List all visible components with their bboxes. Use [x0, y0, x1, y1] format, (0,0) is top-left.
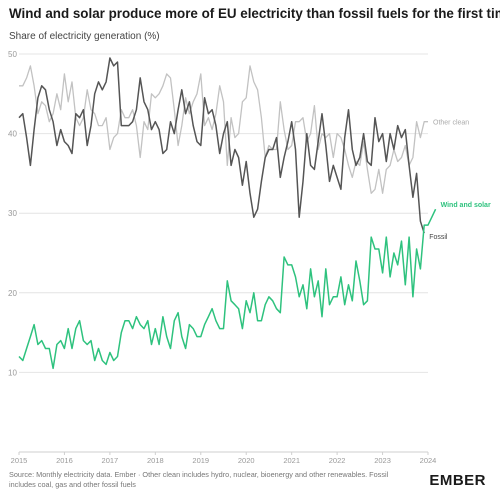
- y-tick-label: 10: [8, 368, 17, 377]
- y-tick-label: 50: [8, 50, 17, 59]
- series-line-fossil: [18, 57, 425, 234]
- ember-logo: EMBER: [429, 472, 486, 489]
- x-tick-label: 2022: [329, 456, 346, 465]
- x-tick-label: 2023: [374, 456, 391, 465]
- y-tick-label: 40: [8, 130, 17, 139]
- y-tick-label: 20: [8, 289, 17, 298]
- series-label-other-clean: Other clean: [433, 120, 469, 127]
- x-tick-label: 2019: [192, 456, 209, 465]
- x-tick-label: 2021: [283, 456, 300, 465]
- source-note: Source: Monthly electricity data. Ember …: [9, 470, 389, 489]
- x-tick-label: 2017: [102, 456, 119, 465]
- x-tick-label: 2018: [147, 456, 164, 465]
- series-line-other-clean: [19, 65, 428, 194]
- y-tick-label: 30: [8, 209, 17, 218]
- series-label-wind-and-solar: Wind and solar: [441, 202, 491, 209]
- chart-title: Wind and solar produce more of EU electr…: [9, 6, 500, 21]
- x-tick-label: 2024: [420, 456, 437, 465]
- x-tick-label: 2020: [238, 456, 255, 465]
- chart-subtitle: Share of electricity generation (%): [9, 31, 160, 42]
- x-tick-label: 2016: [56, 456, 73, 465]
- series-line-wind-and-solar: [18, 208, 437, 370]
- x-tick-label: 2015: [11, 456, 28, 465]
- series-label-fossil: Fossil: [429, 234, 448, 241]
